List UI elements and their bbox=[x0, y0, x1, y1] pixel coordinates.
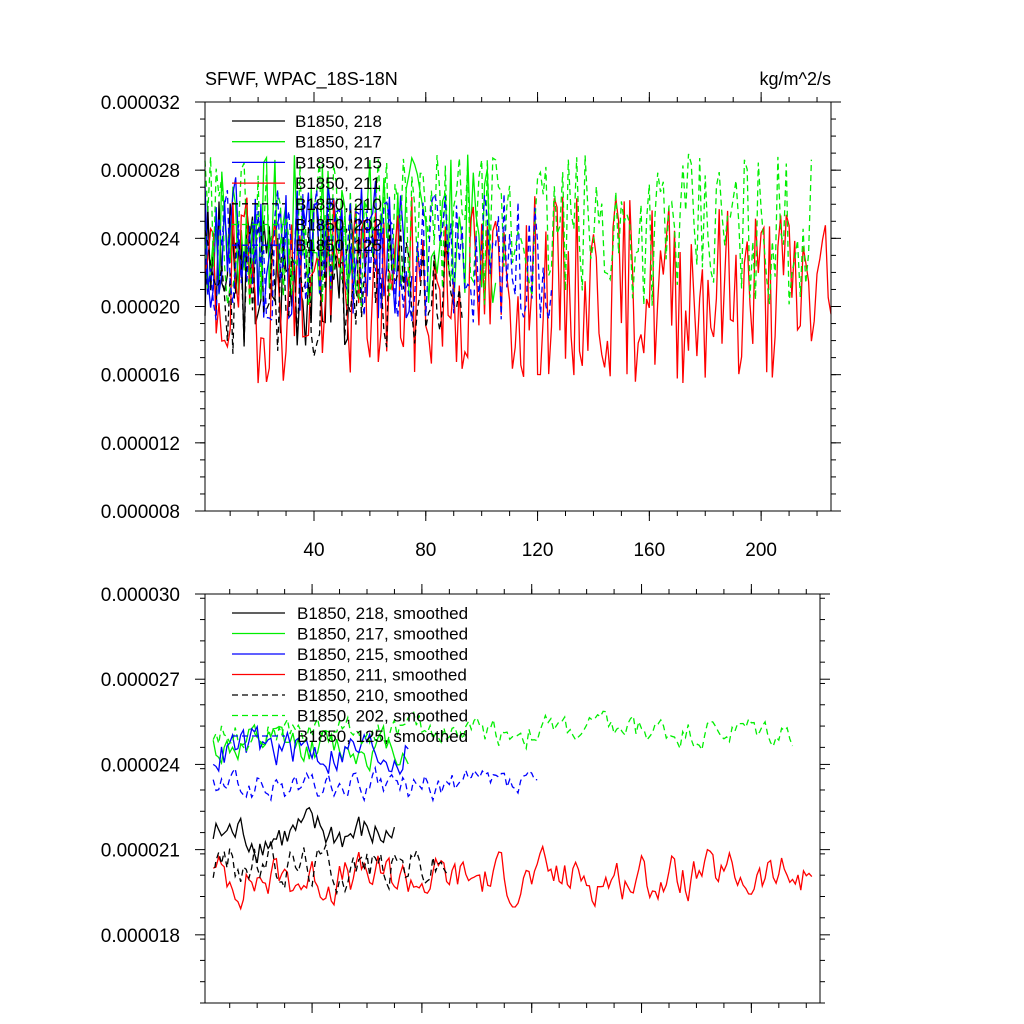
series-line-4 bbox=[212, 844, 813, 911]
bottom-panel-lines bbox=[212, 710, 813, 911]
series-line-6 bbox=[204, 153, 813, 307]
y-tick-label: 0.000016 bbox=[101, 366, 180, 387]
legend-label: B1850, 202 bbox=[295, 216, 382, 235]
y-tick-label: 0.000012 bbox=[101, 434, 180, 455]
bottom-panel-frame bbox=[204, 593, 821, 1004]
legend-label: B1850, 217 bbox=[295, 133, 382, 152]
series-line-7 bbox=[204, 189, 553, 323]
y-tick-label: 0.000024 bbox=[101, 755, 181, 776]
legend-label: B1850, 125 bbox=[295, 236, 382, 255]
series-line-7 bbox=[212, 765, 538, 803]
legend-label: B1850, 215, smoothed bbox=[297, 645, 468, 664]
series-line-3 bbox=[212, 724, 409, 776]
y-tick-label: 0.000027 bbox=[101, 670, 180, 691]
x-tick-label: 120 bbox=[522, 540, 554, 561]
y-tick-label: 0.000020 bbox=[101, 298, 180, 319]
top-panel-title: SFWF, WPAC_18S-18N bbox=[205, 69, 398, 90]
top-panel-frame bbox=[204, 101, 832, 512]
top-panel-units: kg/m^2/s bbox=[760, 69, 831, 89]
y-tick-label: 0.000028 bbox=[101, 161, 180, 182]
legend-label: B1850, 211 bbox=[295, 174, 381, 193]
series-line-2 bbox=[212, 723, 409, 773]
legend-label: B1850, 211, smoothed bbox=[297, 666, 467, 685]
series-line-4 bbox=[204, 196, 832, 384]
x-tick-label: 40 bbox=[303, 540, 324, 561]
legend-label: B1850, 210, smoothed bbox=[297, 686, 468, 705]
legend-label: B1850, 218, smoothed bbox=[297, 604, 468, 623]
series-line-5 bbox=[212, 840, 450, 896]
y-tick-label: 0.000018 bbox=[101, 926, 180, 947]
bottom-panel-legend: B1850, 218, smoothed B1850, 217, smoothed… bbox=[232, 604, 468, 746]
x-tick-label: 160 bbox=[633, 540, 665, 561]
legend-label: B1850, 125, smoothed bbox=[297, 727, 468, 746]
bottom-panel-ticks: 0.000018 0.000021 0.000024 0.000027 0.000030 bbox=[101, 584, 830, 1013]
y-tick-label: 0.000008 bbox=[101, 502, 180, 523]
legend-label: B1850, 210 bbox=[295, 195, 382, 214]
top-panel: SFWF, WPAC_18S-18N kg/m^2/s 0.0000080.00… bbox=[101, 69, 841, 561]
y-tick-label: 0.000032 bbox=[101, 93, 180, 114]
legend-label: B1850, 218 bbox=[295, 112, 382, 131]
y-tick-label: 0.000024 bbox=[101, 229, 181, 250]
x-tick-label: 200 bbox=[745, 540, 777, 561]
top-panel-ticks: 0.000008 0.000012 0.000016 0.000020 0.000024… bbox=[101, 92, 841, 561]
y-tick-label: 0.000021 bbox=[101, 841, 180, 862]
y-tick-label: 0.000030 bbox=[101, 585, 180, 606]
bottom-panel: 0.000018 0.000021 0.000024 0.000027 0.000030… bbox=[101, 584, 830, 1013]
legend-label: B1850, 217, smoothed bbox=[297, 625, 468, 644]
legend-label: B1850, 215 bbox=[295, 153, 382, 172]
legend-label: B1850, 202, smoothed bbox=[297, 707, 468, 726]
series-line-1 bbox=[212, 806, 396, 864]
x-tick-label: 80 bbox=[415, 540, 436, 561]
